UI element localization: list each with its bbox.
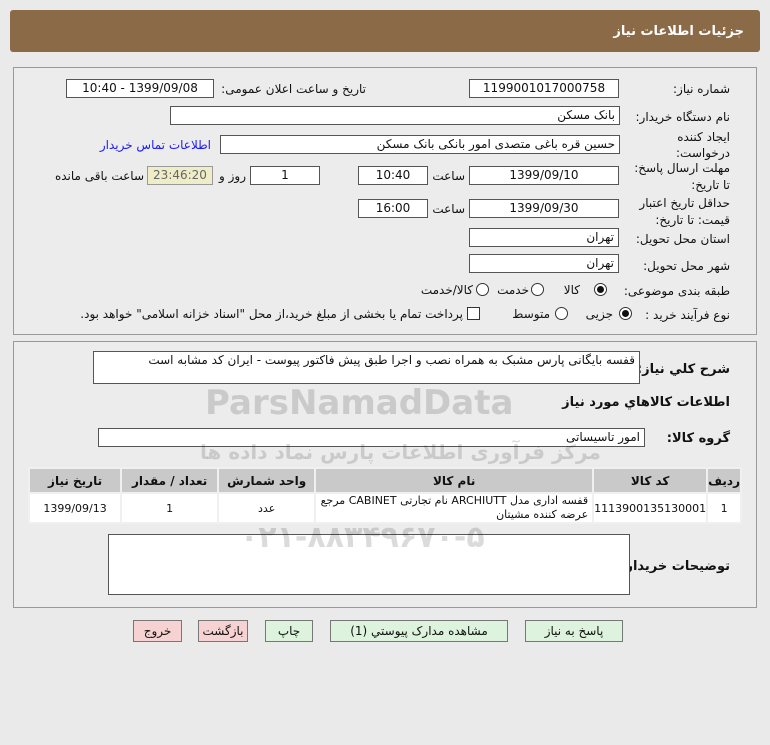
- treasury-payment-checkbox[interactable]: [467, 307, 480, 320]
- deadline-time-label: ساعت: [432, 169, 465, 183]
- buyer-notes-field: [108, 534, 630, 595]
- need-number-label: شماره نیاز:: [673, 82, 730, 96]
- col-qty: تعداد / مقدار: [120, 467, 220, 494]
- creator-label: ایجاد کننده: [677, 130, 730, 144]
- validity-date-field: 1399/09/30: [469, 199, 619, 218]
- reply-button[interactable]: پاسخ به نیاز: [525, 620, 623, 642]
- cell-code: 1113900135130001: [592, 492, 709, 524]
- exit-button[interactable]: خروج: [133, 620, 182, 642]
- days-label: روز و: [219, 169, 246, 183]
- days-field: 1: [250, 166, 320, 185]
- group-field: امور تاسیساتی: [98, 428, 645, 447]
- deadline-label-2: تا تاریخ:: [691, 178, 730, 192]
- deadline-date-field: 1399/09/10: [469, 166, 619, 185]
- process-label: نوع فرآیند خرید :: [645, 308, 730, 322]
- description-field: قفسه بایگانی پارس مشبک به همراه نصب و اج…: [93, 351, 640, 384]
- need-number-field: 1199001017000758: [469, 79, 619, 98]
- remaining-label: ساعت باقی مانده: [54, 169, 144, 183]
- buyer-label: نام دستگاه خریدار:: [635, 110, 731, 124]
- cell-unit: عدد: [217, 492, 317, 524]
- remaining-time-field: 23:46:20: [147, 166, 213, 185]
- validity-time-field: 16:00: [358, 199, 428, 218]
- validity-time-label: ساعت: [432, 202, 465, 216]
- process-option-label: متوسط: [512, 307, 550, 321]
- cell-qty: 1: [120, 492, 220, 524]
- category-radio-service[interactable]: [531, 283, 544, 296]
- col-code: کد کالا: [592, 467, 709, 494]
- cell-date: 1399/09/13: [27, 492, 123, 524]
- creator-field: حسین قره باغی متصدی امور بانکی بانک مسکن: [220, 135, 620, 154]
- col-unit: واحد شمارش: [217, 467, 317, 494]
- attachments-button[interactable]: مشاهده مدارک پیوستي (1): [330, 620, 508, 642]
- category-radio-goods-service[interactable]: [476, 283, 489, 296]
- table-header-row: ردیف کد کالا نام کالا واحد شمارش تعداد /…: [27, 467, 742, 494]
- announce-label: تاریخ و ساعت اعلان عمومی:: [221, 82, 366, 96]
- province-field: تهران: [469, 228, 619, 247]
- creator-label-2: درخواست:: [676, 146, 730, 160]
- buyer-field: بانک مسکن: [170, 106, 620, 125]
- process-option-label: جزیی: [585, 307, 613, 321]
- contact-buyer-link[interactable]: اطلاعات تماس خریدار: [99, 138, 211, 152]
- cell-name: قفسه اداری مدل ARCHIUTT نام تجارتی CABIN…: [314, 492, 595, 524]
- validity-label-2: قیمت: تا تاریخ:: [655, 213, 730, 227]
- print-button[interactable]: چاپ: [265, 620, 313, 642]
- col-date: تاریخ نیاز: [27, 467, 123, 494]
- back-button[interactable]: بازگشت: [198, 620, 248, 642]
- category-radio-goods[interactable]: [594, 283, 607, 296]
- category-label: طبقه بندی موضوعی:: [623, 284, 730, 298]
- description-label: شرح کلي نياز:: [636, 362, 730, 377]
- province-label: استان محل تحویل:: [635, 232, 730, 246]
- category-option-label: کالا: [563, 283, 580, 297]
- col-name: نام کالا: [314, 467, 595, 494]
- deadline-label: مهلت ارسال پاسخ:: [634, 161, 730, 175]
- page-header: جزئیات اطلاعات نیاز: [10, 10, 760, 52]
- page-title: جزئیات اطلاعات نیاز: [613, 24, 744, 39]
- group-label: گروه کالا:: [666, 431, 730, 446]
- category-option-label: خدمت: [497, 283, 529, 297]
- goods-info-title: اطلاعات کالاهاي مورد نياز: [562, 395, 730, 410]
- deadline-time-field: 10:40: [358, 166, 428, 185]
- col-row: ردیف: [706, 467, 742, 494]
- category-option-label: کالا/خدمت: [420, 283, 473, 297]
- process-radio-medium[interactable]: [555, 307, 568, 320]
- goods-table: ردیف کد کالا نام کالا واحد شمارش تعداد /…: [27, 467, 742, 524]
- process-radio-minor[interactable]: [619, 307, 632, 320]
- buyer-notes-label: توضیحات خریدار:: [620, 559, 730, 574]
- cell-row: 1: [706, 492, 742, 524]
- city-field: تهران: [469, 254, 619, 273]
- announce-field: 1399/09/08 - 10:40: [66, 79, 214, 98]
- city-label: شهر محل تحویل:: [643, 259, 730, 273]
- table-row: 1 1113900135130001 قفسه اداری مدل ARCHIU…: [27, 492, 742, 524]
- payment-note: پرداخت تمام یا بخشی از مبلغ خرید،از محل …: [80, 307, 463, 321]
- validity-label: حداقل تاریخ اعتبار: [639, 196, 730, 210]
